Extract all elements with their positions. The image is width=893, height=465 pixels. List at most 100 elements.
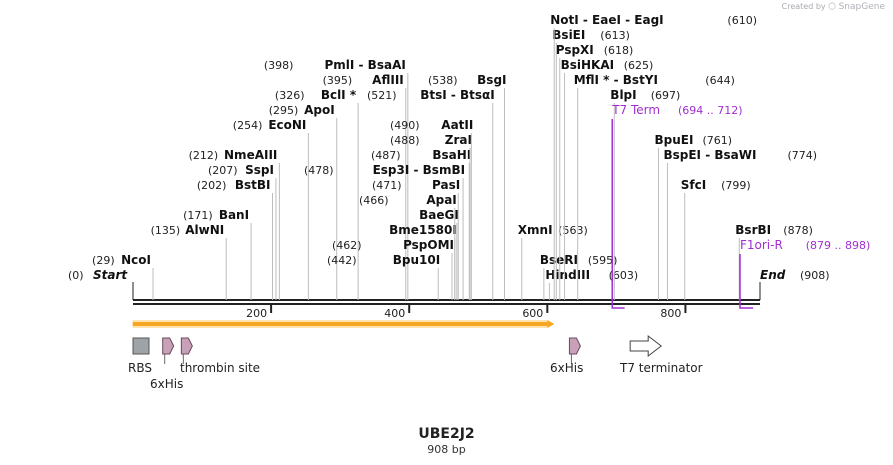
enzyme-name: BpuEI <box>654 133 693 147</box>
enzyme-name: SspI <box>245 163 274 177</box>
enzyme-position: (563) <box>558 224 588 237</box>
enzyme-name: PmlI - BsaAI <box>324 58 405 72</box>
feature-outline-arrow <box>629 334 663 358</box>
enzyme-name: ApaI <box>426 193 456 207</box>
enzyme-position: (490) <box>390 119 420 132</box>
enzyme-name: NotI - EaeI - EagI <box>550 13 663 27</box>
end-label: End <box>760 268 786 282</box>
enzyme-position: (29) <box>92 254 115 267</box>
enzyme-position: (171) <box>183 209 213 222</box>
enzyme-name: BstBI <box>235 178 271 192</box>
enzyme-position: (697) <box>651 89 681 102</box>
enzyme-position: (625) <box>624 59 654 72</box>
enzyme-position: (442) <box>327 254 357 267</box>
enzyme-name: NcoI <box>121 253 151 267</box>
enzyme-position: (207) <box>208 164 238 177</box>
enzyme-name: BsiHKAI <box>561 58 615 72</box>
enzyme-name: AlwNI <box>185 223 224 237</box>
enzyme-name: AatII <box>441 118 473 132</box>
enzyme-position: (799) <box>721 179 751 192</box>
enzyme-position: (466) <box>359 194 389 207</box>
feature-label: thrombin site <box>180 361 260 375</box>
axis-tick-label: 800 <box>660 307 681 320</box>
end-position: (0) <box>68 269 84 282</box>
feature-label: T7 terminator <box>619 361 703 375</box>
enzyme-position: (487) <box>371 149 401 162</box>
primer-range: (879 .. 898) <box>806 239 871 252</box>
primer-bracket <box>611 119 625 309</box>
enzyme-position: (462) <box>332 239 362 252</box>
enzyme-position: (618) <box>604 44 634 57</box>
enzyme-name: BseRI <box>540 253 578 267</box>
feature-label: 6xHis <box>550 361 583 375</box>
primer-range: (694 .. 712) <box>678 104 743 117</box>
feature-rbs-box <box>132 337 150 355</box>
enzyme-position: (202) <box>197 179 227 192</box>
enzyme-name: PspXI <box>556 43 594 57</box>
enzyme-position: (521) <box>367 89 397 102</box>
axis-tick-label: 200 <box>246 307 267 320</box>
feature-arrow <box>568 337 581 355</box>
enzyme-name: BtsI - BtsαI <box>420 88 495 102</box>
enzyme-position: (595) <box>588 254 618 267</box>
primer-bracket <box>739 254 754 309</box>
enzyme-name: EcoNI <box>268 118 306 132</box>
axis-tick-label: 400 <box>384 307 405 320</box>
enzyme-position: (135) <box>151 224 181 237</box>
enzyme-position: (488) <box>390 134 420 147</box>
enzyme-position: (398) <box>264 59 294 72</box>
feature-label: RBS <box>128 361 152 375</box>
credit-brand: SnapGene <box>838 2 885 12</box>
enzyme-name: Bpu10I <box>393 253 440 267</box>
end-label: Start <box>93 268 128 282</box>
enzyme-name: AflIII <box>372 73 404 87</box>
enzyme-position: (644) <box>705 74 735 87</box>
enzyme-position: (761) <box>702 134 732 147</box>
enzyme-name: Esp3I - BsmBI <box>373 163 465 177</box>
enzyme-name: XmnI <box>518 223 553 237</box>
orf-arrowhead <box>547 320 555 328</box>
enzyme-name: PspOMI <box>403 238 454 252</box>
enzyme-name: BlpI <box>610 88 636 102</box>
enzyme-position: (603) <box>609 269 639 282</box>
enzyme-name: HindIII <box>545 268 590 282</box>
enzyme-position: (254) <box>233 119 263 132</box>
enzyme-name: ApoI <box>304 103 335 117</box>
end-position: (908) <box>800 269 830 282</box>
axis-tick-label: 600 <box>522 307 543 320</box>
orf-bar <box>133 322 548 326</box>
enzyme-position: (878) <box>783 224 813 237</box>
enzyme-position: (212) <box>189 149 219 162</box>
plasmid-linear-map: 200 400 600 800 (0) Start (908) End NcoI (29) AlwN… <box>68 13 871 391</box>
enzyme-position: (478) <box>304 164 334 177</box>
snapgene-logo-icon: ⬡ <box>828 2 837 12</box>
enzyme-name: ZraI <box>445 133 472 147</box>
enzyme-name: Bme1580I <box>389 223 457 237</box>
enzyme-position: (538) <box>428 74 458 87</box>
enzyme-name: BspEI - BsaWI <box>663 148 756 162</box>
credit-text: Created by <box>781 2 826 11</box>
primer-name: T7 Term <box>611 103 660 117</box>
enzyme-name: BsiEI <box>552 28 585 42</box>
feature-arrow <box>162 337 175 355</box>
map-title: UBE2J2 <box>418 426 475 442</box>
enzyme-name: BsrBI <box>735 223 771 237</box>
enzyme-position: (613) <box>600 29 630 42</box>
primer-name: F1ori-R <box>740 238 783 252</box>
feature-arrow <box>180 337 193 355</box>
feature-label: 6xHis <box>150 377 183 391</box>
enzyme-name: BsgI <box>477 73 506 87</box>
enzyme-name: BsaHI <box>432 148 471 162</box>
enzyme-name: BanI <box>219 208 249 222</box>
enzyme-name: SfcI <box>681 178 706 192</box>
enzyme-name: MflI * - BstYI <box>574 73 658 87</box>
enzyme-name: BclI * <box>321 88 357 102</box>
enzyme-position: (471) <box>372 179 402 192</box>
enzyme-name: PasI <box>432 178 460 192</box>
enzyme-position: (295) <box>269 104 299 117</box>
enzyme-name: NmeAIII <box>224 148 277 162</box>
enzyme-name: BaeGI <box>419 208 459 222</box>
enzyme-position: (395) <box>323 74 353 87</box>
sequence-length: 908 bp <box>427 443 466 456</box>
enzyme-position: (610) <box>727 14 757 27</box>
